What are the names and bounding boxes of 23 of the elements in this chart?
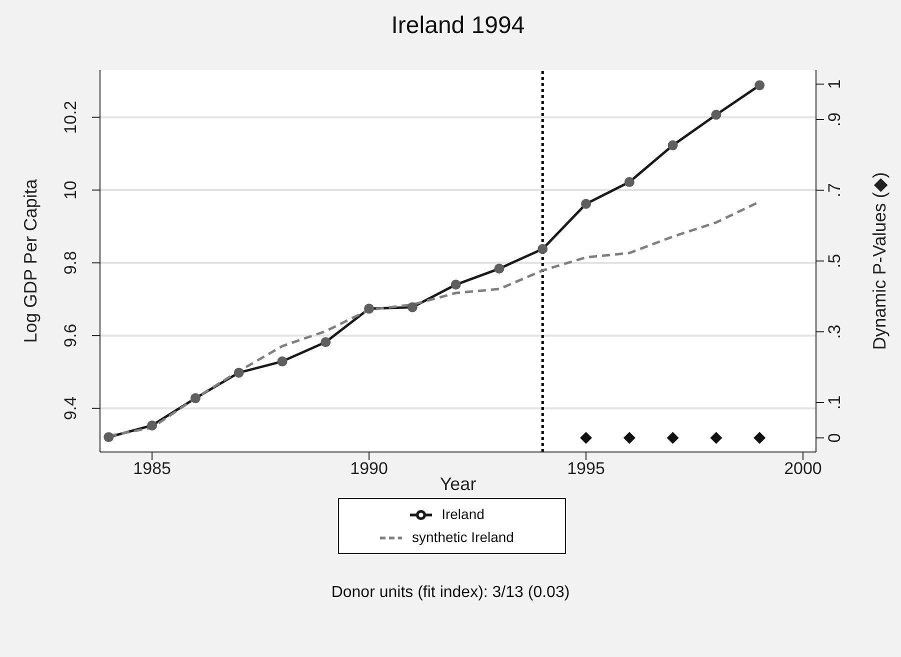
x-tick-label: 1990 — [350, 459, 388, 478]
y2-tick-label: .1 — [825, 395, 844, 410]
legend-label: Ireland — [442, 506, 484, 522]
x-tick-label: 1995 — [567, 459, 605, 478]
y2-axis-title: Dynamic P-Values (◆) — [869, 172, 890, 350]
x-tick-label: 1985 — [133, 459, 171, 478]
y2-tick-label: 0 — [825, 433, 844, 443]
y-axis-title: Log GDP Per Capita — [20, 178, 40, 343]
y2-tick-label: .9 — [825, 112, 844, 127]
y-tick-label: 9.8 — [61, 251, 80, 275]
x-tick-label: 2000 — [784, 459, 822, 478]
y2-tick-label: .3 — [825, 324, 844, 339]
chart-title: Ireland 1994 — [390, 12, 526, 40]
x-axis-title: Year — [440, 474, 476, 494]
y-tick-label: 9.4 — [61, 396, 80, 420]
y-tick-label: 10.2 — [61, 100, 80, 134]
y-tick-label: 10 — [61, 180, 80, 200]
text: Donor units (fit index): 3/13 (0.03) — [330, 584, 571, 602]
legend-label: synthetic Ireland — [412, 529, 514, 545]
y-tick-label: 9.6 — [61, 324, 80, 348]
y2-tick-label: .5 — [825, 254, 844, 268]
y2-tick-label: .7 — [825, 183, 844, 198]
y2-tick-label: 1 — [825, 79, 844, 89]
